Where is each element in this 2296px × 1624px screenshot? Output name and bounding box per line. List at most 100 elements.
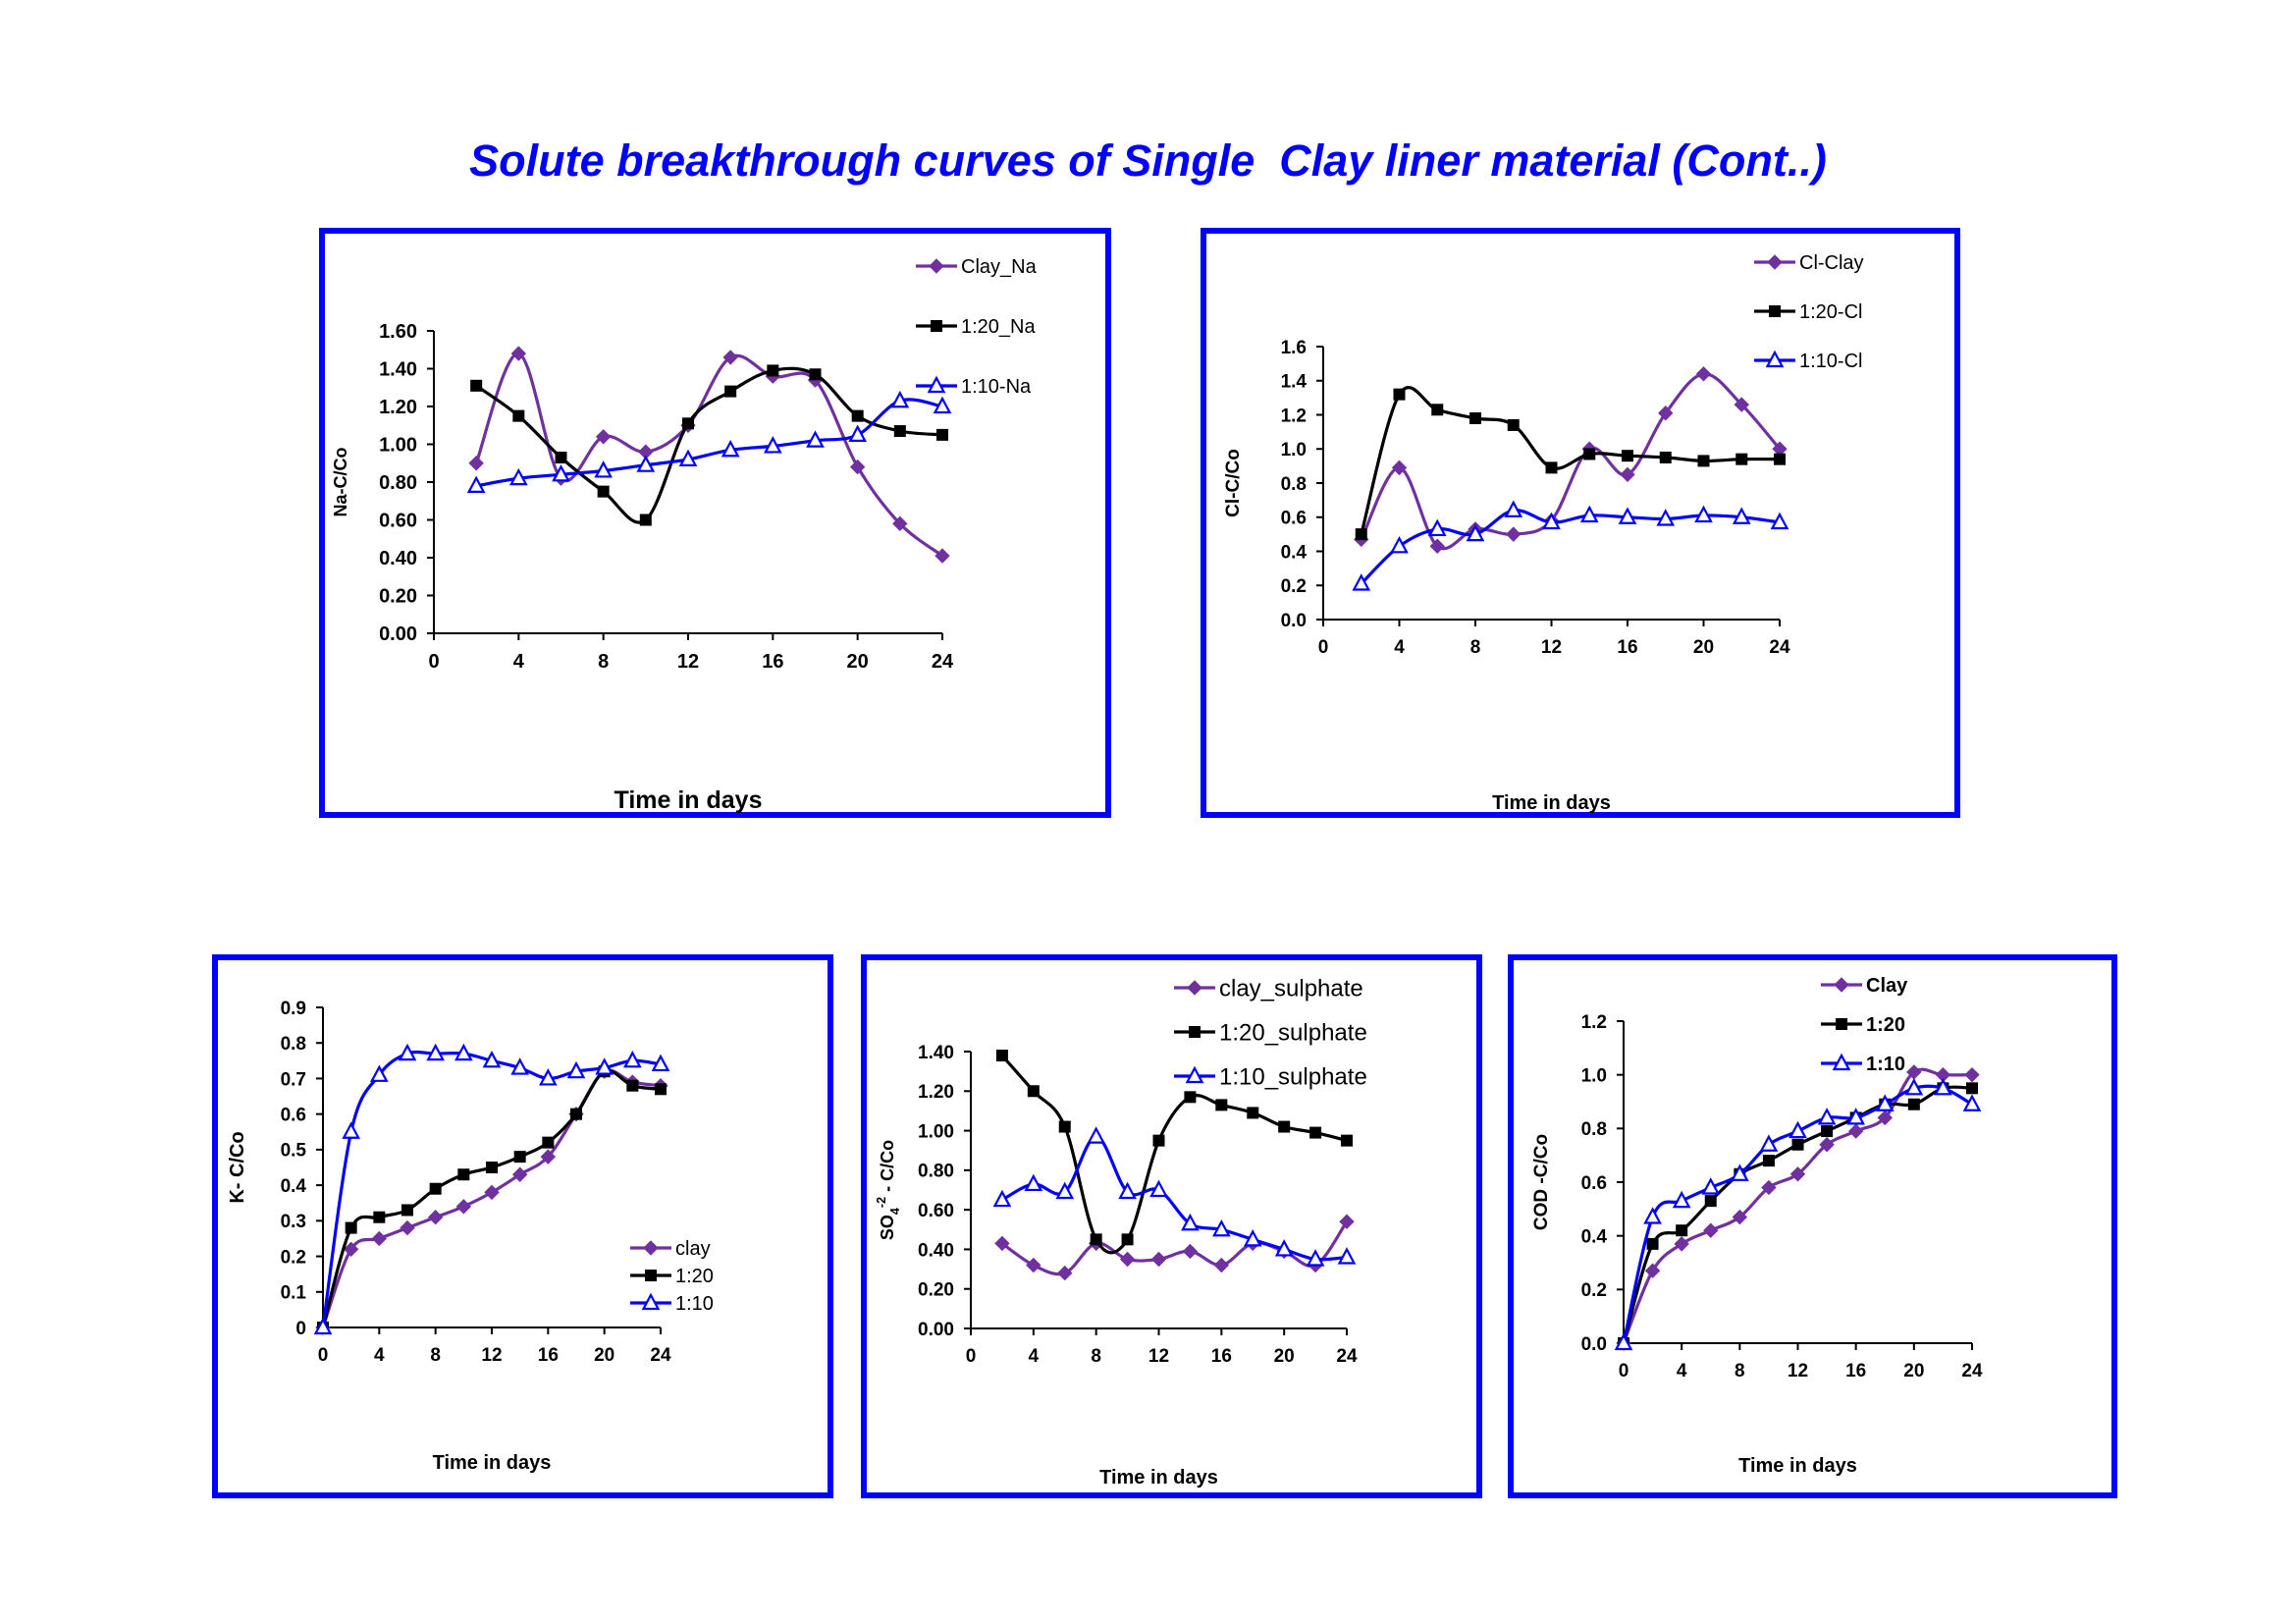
k-data-point xyxy=(540,1149,557,1164)
x-tick-label: 4 xyxy=(1677,1361,1687,1381)
legend-label: 1:20_Na xyxy=(961,316,1036,338)
na-data-point xyxy=(724,385,737,398)
cl-data-point xyxy=(1355,528,1367,541)
cod-data-point xyxy=(1789,1166,1806,1182)
k-series-0 xyxy=(315,1063,668,1335)
so4-data-point xyxy=(1121,1233,1134,1246)
x-axis-title: Time in days xyxy=(1738,1455,1857,1477)
so4-legend: clay_sulphate 1:20_sulphate 1:10_sulphate xyxy=(1174,976,1367,1091)
x-tick-label: 20 xyxy=(1693,637,1714,658)
k-data-point xyxy=(454,1043,473,1061)
x-tick-label: 16 xyxy=(762,651,783,673)
y-tick-label: 0.8 xyxy=(281,1034,306,1055)
y-tick-label: 0.4 xyxy=(1581,1227,1608,1248)
so4-data-point xyxy=(1247,1107,1259,1119)
x-tick-label: 16 xyxy=(1845,1361,1866,1381)
so4-data-point xyxy=(1150,1251,1167,1268)
x-tick-label: 12 xyxy=(1148,1346,1169,1367)
legend-marker xyxy=(641,1292,661,1311)
cod-data-point xyxy=(1846,1108,1866,1125)
cl-data-point xyxy=(1583,448,1596,460)
cod-data-point xyxy=(1704,1195,1717,1208)
so4-data-point xyxy=(1027,1085,1040,1098)
y-tick-label: 0.20 xyxy=(379,586,417,608)
k-data-point xyxy=(651,1054,670,1072)
cl-data-point xyxy=(1734,397,1749,412)
cl-data-point xyxy=(1695,366,1712,382)
cl-data-point xyxy=(1427,518,1447,537)
y-tick-label: 0.8 xyxy=(1581,1119,1607,1140)
cl-series-1 xyxy=(1355,386,1786,541)
y-axis-title: SO4-2 - C/Co xyxy=(875,1140,902,1240)
k-data-point xyxy=(626,1079,639,1092)
na-data-point xyxy=(849,459,866,475)
y-tick-label: 1.2 xyxy=(1581,1012,1607,1033)
cod-data-point xyxy=(1614,1332,1633,1351)
cl-data-point xyxy=(1732,507,1751,524)
na-legend: Clay_Na 1:20_Na 1:10-Na xyxy=(916,256,1038,398)
k-data-point xyxy=(398,1043,417,1061)
cl-data-point xyxy=(1542,512,1561,530)
cl-data-point xyxy=(1774,453,1786,465)
so4-data-point xyxy=(1058,1120,1071,1133)
k-data-point xyxy=(429,1182,442,1195)
na-data-point xyxy=(470,379,483,392)
so4-data-point xyxy=(994,1235,1010,1252)
k-data-point xyxy=(371,1230,388,1247)
na-data-point xyxy=(809,368,822,381)
cl-data-point xyxy=(1697,455,1710,467)
cod-data-point xyxy=(1676,1224,1688,1237)
cl-series-2 xyxy=(1352,500,1789,591)
y-tick-label: 0.5 xyxy=(281,1141,307,1162)
y-tick-label: 1.0 xyxy=(1281,440,1307,460)
legend-marker xyxy=(931,320,942,332)
cl-data-point xyxy=(1622,450,1633,462)
k-data-point xyxy=(401,1204,413,1217)
y-tick-label: 1.4 xyxy=(1281,372,1308,393)
na-data-point xyxy=(594,460,614,478)
so4-data-point xyxy=(1243,1229,1262,1247)
legend-label: Clay_Na xyxy=(961,256,1038,278)
x-tick-label: 4 xyxy=(513,651,525,673)
so4-chart-svg: 0.00 0.20 0.40 0.60 0.80 1.00 1.20 1.40 0 4 8 12 16 2… xyxy=(875,976,1367,1489)
x-tick-label: 12 xyxy=(1541,637,1562,658)
k-data-point xyxy=(457,1168,470,1181)
y-axis-title: K- C/Co xyxy=(227,1131,248,1203)
y-tick-label: 0.0 xyxy=(1281,611,1307,631)
so4-series-line xyxy=(1001,1135,1348,1262)
chart-na: 0.00 0.20 0.40 0.60 0.80 1.00 1.20 1.40 1.60 0 4 8 1… xyxy=(319,228,1111,818)
cod-data-point xyxy=(1761,1179,1777,1196)
y-tick-label: 0 xyxy=(295,1319,306,1339)
na-data-point xyxy=(595,429,612,445)
k-data-point xyxy=(369,1064,389,1082)
na-data-point xyxy=(721,439,740,458)
so4-data-point xyxy=(1087,1126,1106,1144)
k-series-2 xyxy=(313,1043,670,1335)
y-tick-label: 1.6 xyxy=(1281,338,1307,358)
x-tick-label: 24 xyxy=(1961,1361,1983,1381)
legend-label: 1:10 xyxy=(1866,1054,1905,1075)
na-data-point xyxy=(767,364,779,377)
x-tick-label: 16 xyxy=(538,1345,559,1366)
x-tick-label: 0 xyxy=(318,1345,329,1366)
y-tick-label: 0.40 xyxy=(379,548,417,569)
cl-data-point xyxy=(1431,404,1444,416)
na-data-point xyxy=(597,485,610,498)
legend-marker xyxy=(1834,977,1849,993)
y-tick-label: 0.2 xyxy=(1581,1280,1607,1301)
cl-data-point xyxy=(1735,453,1748,465)
so4-data-point xyxy=(1024,1173,1043,1192)
y-tick-label: 0.80 xyxy=(918,1162,954,1182)
x-tick-label: 12 xyxy=(481,1345,502,1366)
k-data-point xyxy=(542,1136,555,1149)
na-series-1 xyxy=(470,364,948,526)
x-tick-label: 12 xyxy=(1788,1361,1808,1381)
k-data-point xyxy=(400,1219,415,1236)
page-title: Solute breakthrough curves of Single Cla… xyxy=(469,135,1827,186)
so4-data-point xyxy=(992,1189,1012,1208)
so4-data-point xyxy=(1118,1181,1137,1200)
y-tick-label: 0.60 xyxy=(379,511,417,532)
k-data-point xyxy=(511,1166,528,1182)
so4-data-point xyxy=(1215,1099,1228,1111)
na-data-point xyxy=(636,455,656,472)
